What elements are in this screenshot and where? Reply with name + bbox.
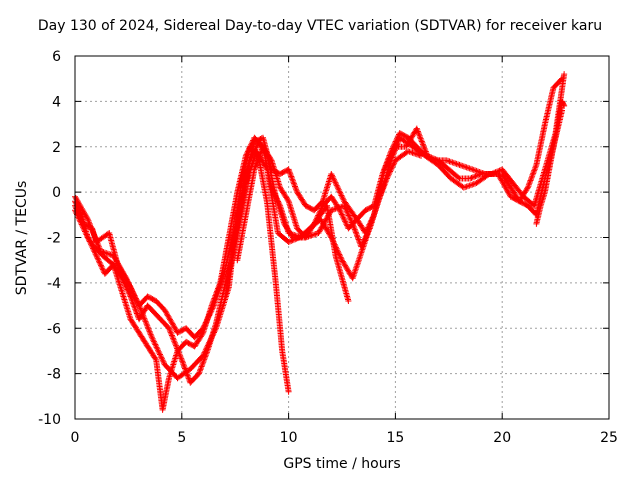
chart-title: Day 130 of 2024, Sidereal Day-to-day VTE… bbox=[37, 18, 603, 34]
series-markers bbox=[72, 75, 566, 382]
x-tick-label: 10 bbox=[280, 430, 298, 446]
grid-lines bbox=[75, 56, 609, 419]
series-markers bbox=[221, 71, 568, 304]
x-tick-label: 5 bbox=[177, 430, 186, 446]
data-series-4 bbox=[72, 75, 566, 382]
y-tick-label: -6 bbox=[47, 321, 61, 337]
axis-ticks: 0 5 10 15 20 25 -10 -8 -6 -4 -2 0 2 4 6 bbox=[38, 49, 618, 446]
y-tick-label: -10 bbox=[38, 412, 61, 428]
x-axis-label: GPS time / hours bbox=[283, 456, 401, 472]
y-tick-label: -4 bbox=[47, 276, 61, 292]
y-tick-label: -8 bbox=[47, 367, 61, 383]
y-tick-label: 2 bbox=[52, 140, 61, 156]
x-tick-label: 20 bbox=[493, 430, 511, 446]
y-tick-label: 4 bbox=[52, 94, 61, 110]
data-series-7 bbox=[533, 98, 568, 227]
series-markers bbox=[72, 134, 352, 413]
x-tick-label: 0 bbox=[71, 430, 80, 446]
y-tick-label: -2 bbox=[47, 231, 61, 247]
data-marks bbox=[72, 71, 568, 413]
x-tick-label: 15 bbox=[386, 430, 404, 446]
x-tick-label: 25 bbox=[600, 430, 618, 446]
series-markers bbox=[533, 98, 568, 227]
y-tick-label: 6 bbox=[52, 49, 61, 65]
y-tick-label: 0 bbox=[52, 185, 61, 201]
y-axis-label: SDTVAR / TECUs bbox=[14, 180, 30, 296]
data-series-2 bbox=[72, 134, 352, 413]
data-series-6 bbox=[221, 71, 568, 304]
